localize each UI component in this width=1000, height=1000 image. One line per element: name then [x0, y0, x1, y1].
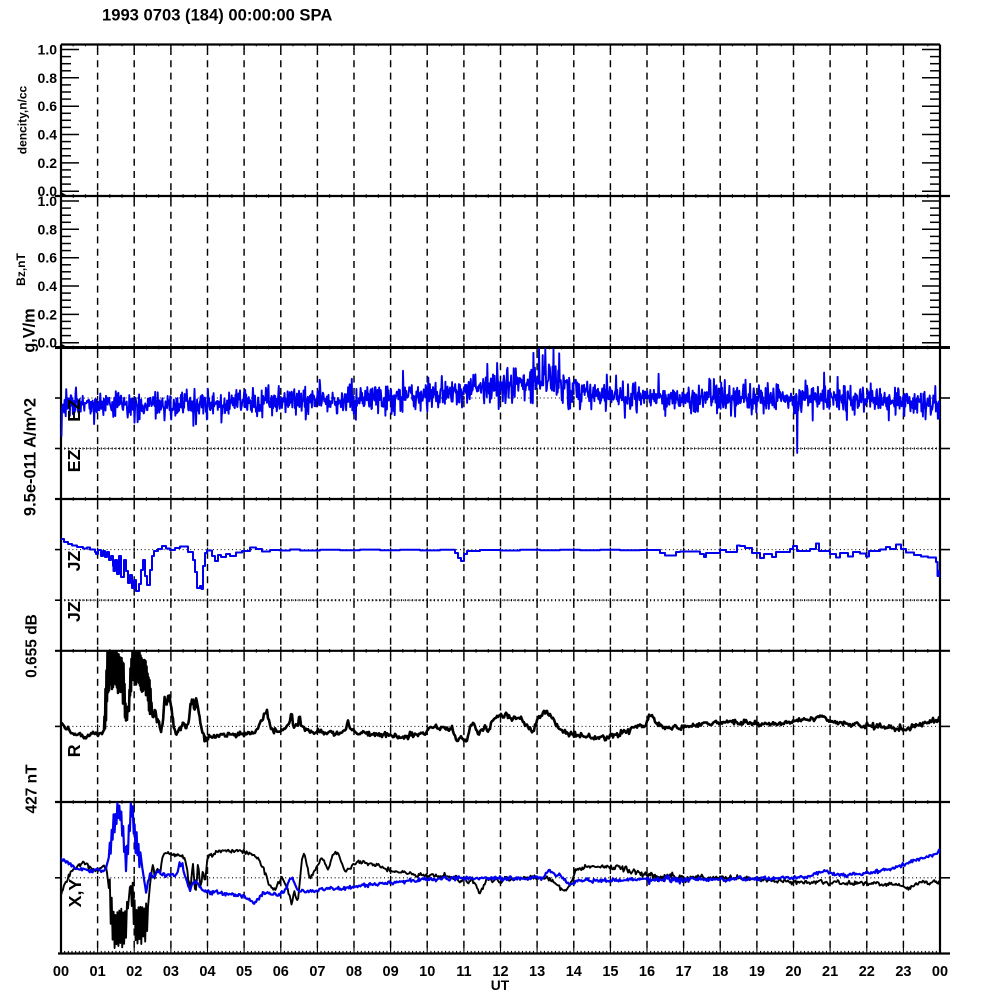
svg-text:03: 03 — [163, 964, 179, 980]
svg-text:00: 00 — [53, 964, 69, 980]
svg-text:UT: UT — [491, 978, 510, 993]
svg-text:9.5e-011 A/m^2: 9.5e-011 A/m^2 — [22, 398, 40, 516]
svg-text:JZ: JZ — [64, 550, 84, 571]
svg-text:EZ: EZ — [64, 449, 84, 472]
svg-text:04: 04 — [199, 964, 215, 980]
svg-text:0.0: 0.0 — [38, 183, 58, 199]
svg-text:JZ: JZ — [64, 601, 84, 622]
svg-text:14: 14 — [566, 964, 582, 980]
svg-text:0.4: 0.4 — [38, 127, 58, 143]
svg-text:0.8: 0.8 — [38, 221, 58, 237]
svg-text:20: 20 — [785, 964, 801, 980]
svg-text:05: 05 — [236, 964, 252, 980]
svg-text:21: 21 — [822, 964, 838, 980]
svg-text:00: 00 — [932, 964, 948, 980]
svg-text:0.8: 0.8 — [38, 70, 58, 86]
svg-text:1.0: 1.0 — [38, 193, 58, 209]
svg-text:22: 22 — [859, 964, 875, 980]
svg-text:0.0: 0.0 — [38, 335, 58, 351]
svg-text:X,Y: X,Y — [65, 879, 85, 908]
svg-text:10: 10 — [419, 964, 435, 980]
svg-text:g,V/m: g,V/m — [21, 308, 39, 352]
svg-text:0.2: 0.2 — [38, 306, 58, 322]
svg-text:Bz,nT: Bz,nT — [14, 253, 28, 286]
svg-text:16: 16 — [639, 964, 655, 980]
svg-text:427 nT: 427 nT — [24, 764, 41, 814]
svg-text:18: 18 — [712, 964, 728, 980]
svg-text:13: 13 — [529, 964, 545, 980]
svg-text:dencity,n/cc: dencity,n/cc — [16, 85, 30, 154]
svg-text:19: 19 — [749, 964, 765, 980]
svg-text:0.6: 0.6 — [38, 98, 58, 114]
svg-text:R: R — [64, 744, 84, 757]
svg-text:23: 23 — [895, 964, 911, 980]
svg-text:0.6: 0.6 — [38, 250, 58, 266]
svg-text:17: 17 — [676, 964, 692, 980]
svg-text:0.4: 0.4 — [38, 278, 58, 294]
svg-text:08: 08 — [346, 964, 362, 980]
svg-text:01: 01 — [90, 964, 106, 980]
svg-text:06: 06 — [273, 964, 289, 980]
svg-text:15: 15 — [602, 964, 618, 980]
svg-text:02: 02 — [126, 964, 142, 980]
svg-text:07: 07 — [309, 964, 325, 980]
svg-text:12: 12 — [492, 964, 508, 980]
svg-text:EZ: EZ — [64, 399, 84, 422]
svg-text:1.0: 1.0 — [38, 42, 58, 58]
svg-text:09: 09 — [383, 964, 399, 980]
svg-text:11: 11 — [456, 964, 471, 980]
svg-text:0.2: 0.2 — [38, 155, 58, 171]
svg-text:0.655 dB: 0.655 dB — [24, 614, 41, 678]
svg-text:1993 0703 (184) 00:00:00 SPA: 1993 0703 (184) 00:00:00 SPA — [102, 6, 332, 25]
